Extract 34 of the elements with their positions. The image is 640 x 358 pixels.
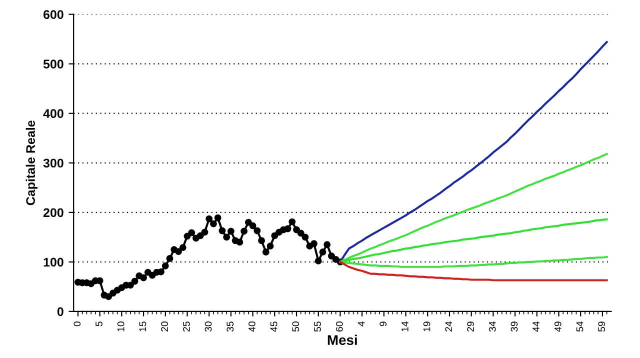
x-tick-label: 40 [248, 322, 256, 332]
y-tick-label: 500 [43, 60, 64, 68]
x-tick-label: 59 [598, 322, 606, 332]
x-tick-label: 50 [292, 322, 300, 332]
x-tick-label: 25 [182, 322, 190, 332]
x-tick-label: 60 [336, 322, 343, 332]
y-tick-label: 600 [43, 10, 64, 19]
x-tick-label: 30 [204, 322, 212, 332]
x-tick-label: 10 [117, 322, 124, 332]
y-tick-label: 100 [44, 258, 64, 267]
x-tick-label: 14 [402, 321, 408, 332]
x-tick-label: 15 [139, 322, 146, 332]
x-tick-label: 5 [96, 322, 102, 326]
x-tick-label: 20 [161, 322, 168, 332]
x-tick-label: 29 [467, 322, 474, 332]
x-tick-label: 24 [445, 321, 452, 332]
x-tick-label: 45 [270, 322, 278, 332]
y-tick-label: 200 [43, 208, 64, 218]
x-tick-label: 54 [576, 321, 584, 332]
x-tick-label: 39 [510, 322, 518, 332]
x-tick-label: 0 [74, 322, 81, 326]
x-tick-label: 34 [488, 321, 496, 332]
x-tick-label: 4 [358, 321, 365, 326]
x-axis-title: Mesi [328, 334, 357, 345]
y-tick-label: 300 [43, 158, 64, 168]
x-tick-label: 55 [314, 322, 321, 332]
y-tick-label: 0 [57, 307, 64, 316]
y-axis-title: Capitale Reale [26, 120, 38, 206]
x-tick-label: 19 [423, 322, 430, 332]
y-tick-label: 400 [43, 109, 64, 118]
x-tick-label: 49 [554, 322, 562, 332]
x-tick-label: 44 [532, 321, 540, 332]
x-tick-label: 35 [226, 322, 234, 332]
x-tick-label: 9 [380, 322, 387, 326]
